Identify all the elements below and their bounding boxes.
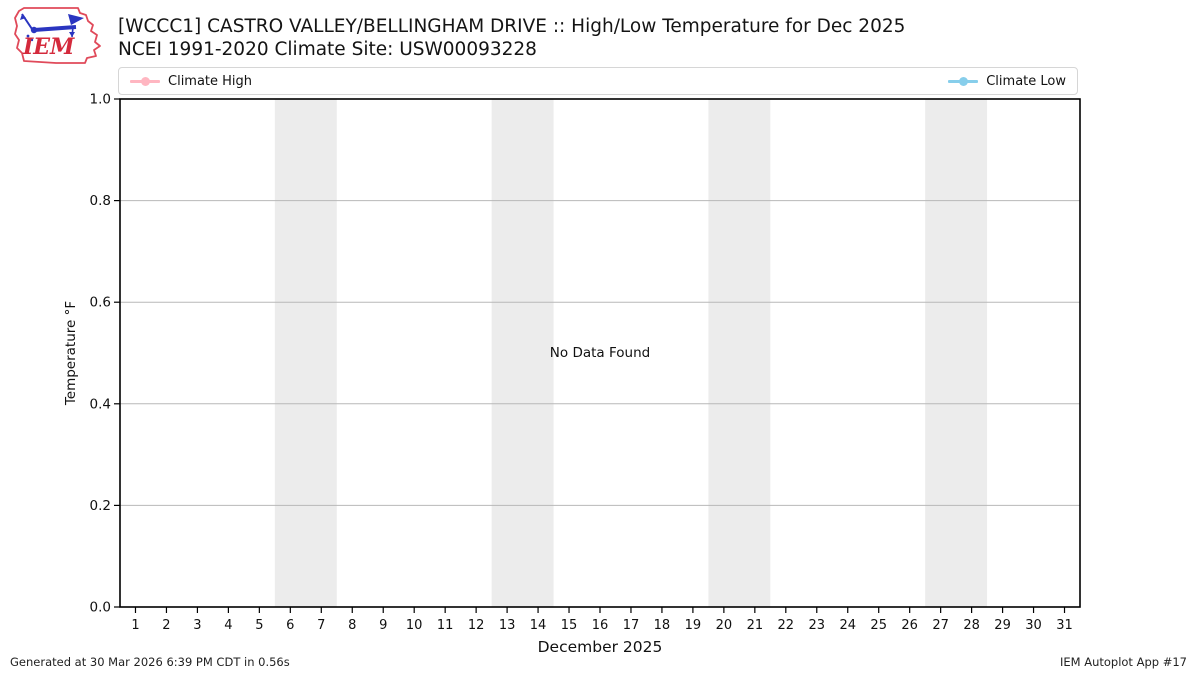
climate-high-marker-icon	[130, 76, 160, 86]
title-block: [WCCC1] CASTRO VALLEY/BELLINGHAM DRIVE :…	[118, 15, 905, 61]
chart-subtitle: NCEI 1991-2020 Climate Site: USW00093228	[118, 39, 537, 60]
x-tick-label: 26	[901, 618, 918, 633]
legend: Climate High Climate Low	[118, 67, 1078, 95]
chart-title: [WCCC1] CASTRO VALLEY/BELLINGHAM DRIVE :…	[118, 16, 906, 37]
no-data-text: No Data Found	[550, 345, 650, 361]
x-tick-label: 2	[162, 618, 170, 633]
x-tick-label: 4	[224, 618, 232, 633]
legend-item-climate-low: Climate Low	[948, 74, 1066, 89]
x-tick-label: 8	[348, 618, 356, 633]
x-tick-label: 17	[623, 618, 640, 633]
x-tick-label: 3	[193, 618, 201, 633]
x-tick-label: 16	[592, 618, 609, 633]
iem-logo-text: IEM	[22, 34, 75, 60]
x-tick-label: 30	[1025, 618, 1042, 633]
legend-item-climate-high: Climate High	[130, 74, 252, 89]
y-tick-label: 0.6	[90, 295, 111, 311]
y-axis-label: Temperature °F	[63, 301, 79, 406]
x-tick-label: 10	[406, 618, 423, 633]
weekend-band	[491, 99, 554, 607]
y-tick-label: 0.0	[90, 600, 111, 616]
x-tick-label: 22	[778, 618, 795, 633]
weather-vane-icon	[20, 13, 84, 42]
y-tick-label: 0.2	[90, 498, 111, 514]
x-tick-label: 18	[654, 618, 671, 633]
weekend-band	[274, 99, 337, 607]
x-tick-label: 7	[317, 618, 325, 633]
x-tick-label: 14	[530, 618, 547, 633]
y-tick-label: 1.0	[90, 92, 111, 108]
legend-label: Climate High	[168, 73, 253, 89]
x-tick-label: 21	[747, 618, 764, 633]
x-tick-label: 28	[963, 618, 980, 633]
x-tick-label: 15	[561, 618, 578, 633]
generated-timestamp: Generated at 30 Mar 2026 6:39 PM CDT in …	[10, 655, 290, 669]
x-tick-label: 27	[932, 618, 949, 633]
x-tick-label: 6	[286, 618, 294, 633]
legend-label: Climate Low	[986, 73, 1066, 89]
climate-low-marker-icon	[948, 76, 979, 86]
iem-logo: IEM	[14, 7, 101, 64]
x-tick-label: 5	[255, 618, 263, 633]
x-tick-label: 29	[994, 618, 1011, 633]
x-tick-label: 31	[1056, 618, 1073, 633]
x-tick-label: 23	[809, 618, 826, 633]
x-tick-label: 13	[499, 618, 516, 633]
x-tick-label: 20	[716, 618, 733, 633]
x-tick-label: 9	[379, 618, 387, 633]
x-tick-label: 24	[839, 618, 856, 633]
x-tick-label: 19	[685, 618, 702, 633]
x-tick-label: 11	[437, 618, 454, 633]
y-tick-label: 0.4	[90, 396, 111, 412]
app-credit: IEM Autoplot App #17	[1059, 655, 1187, 669]
y-tick-label: 0.8	[90, 193, 111, 209]
x-tick-label: 25	[870, 618, 887, 633]
x-tick-label: 1	[131, 618, 139, 633]
iowa-outline	[14, 7, 101, 64]
x-tick-label: 12	[468, 618, 485, 633]
x-axis-label: December 2025	[538, 638, 663, 656]
weekend-band	[925, 99, 988, 607]
weekend-band	[708, 99, 771, 607]
